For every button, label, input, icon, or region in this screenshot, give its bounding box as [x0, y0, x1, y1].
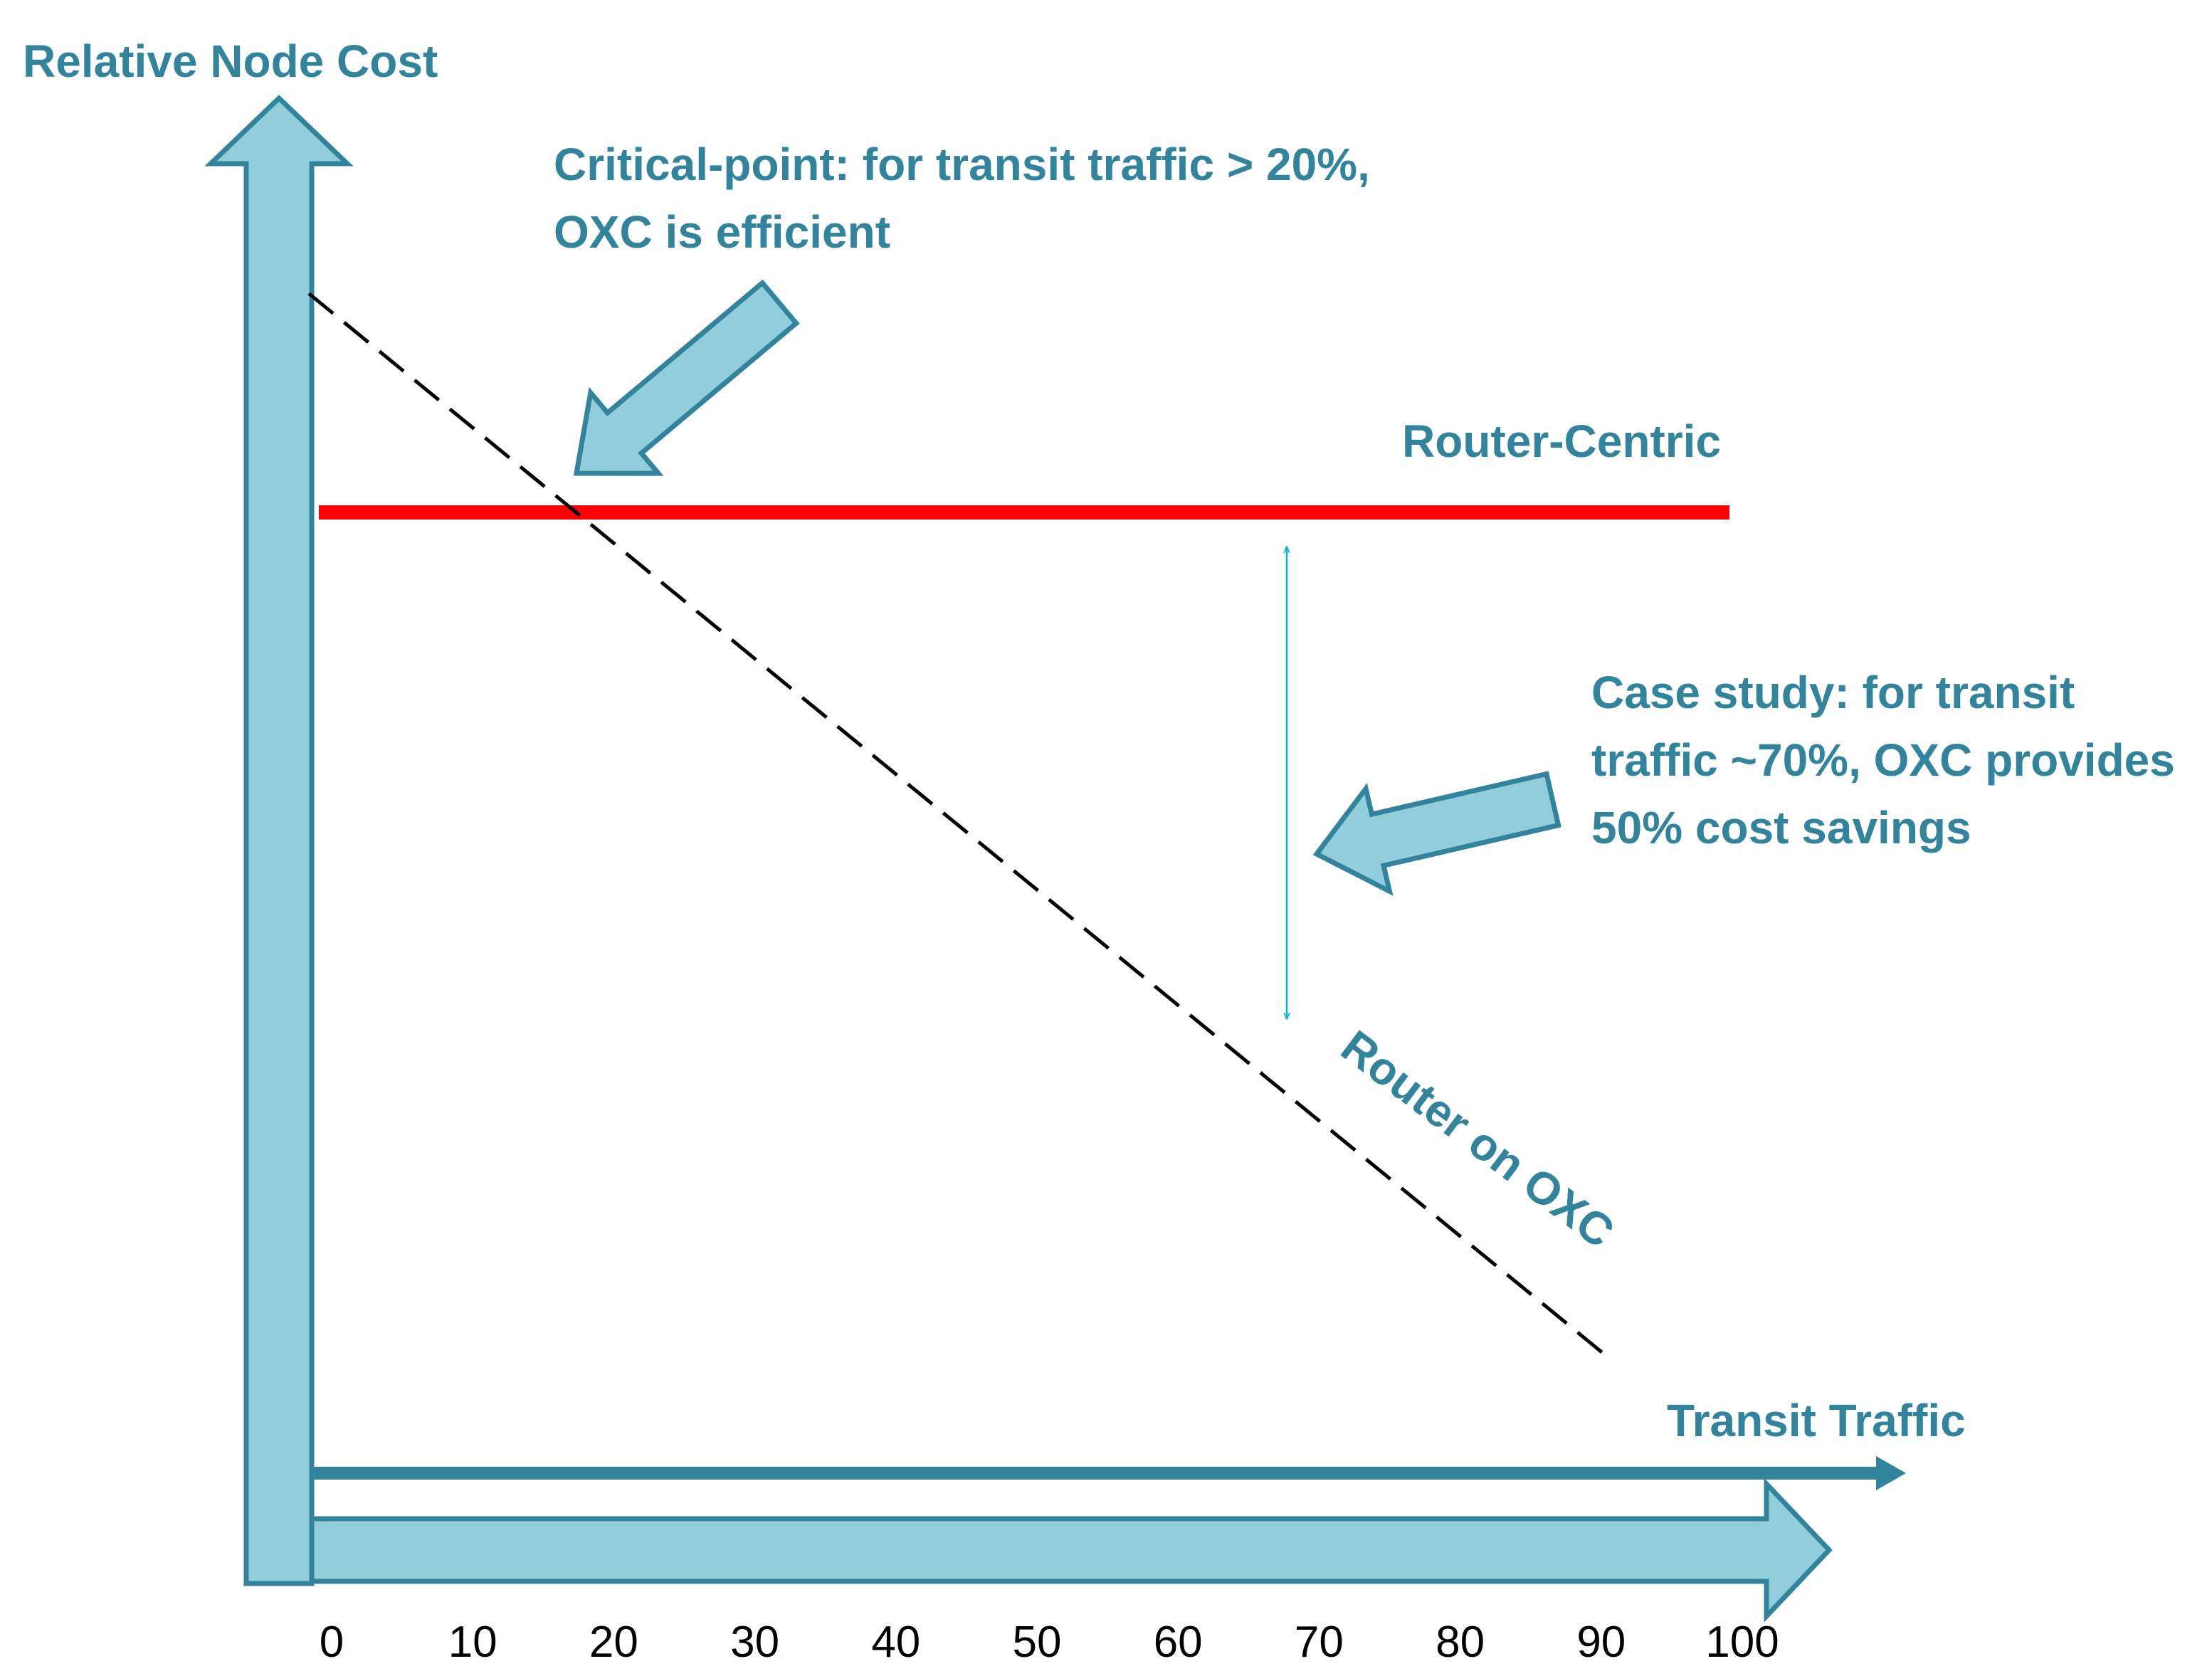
x-tick-label: 20 [589, 1618, 638, 1667]
x-tick-label: 100 [1705, 1618, 1779, 1667]
annotation-critical-point-line-1: Critical-point: for transit traffic > 20… [554, 139, 1370, 190]
x-axis-title: Transit Traffic [1667, 1395, 1966, 1446]
annotation-case-study-line-1: Case study: for transit [1591, 667, 2075, 718]
x-tick-label: 10 [448, 1618, 497, 1667]
x-tick-labels: 0 10 20 30 40 50 60 70 80 90 100 [320, 1618, 1779, 1667]
x-tick-label: 60 [1154, 1618, 1203, 1667]
x-tick-label: 50 [1013, 1618, 1062, 1667]
annotation-case-study-line-2: traffic ~70%, OXC provides [1591, 734, 2175, 786]
x-tick-label: 40 [871, 1618, 920, 1667]
series-line-router-on-oxc [307, 292, 1604, 1354]
y-axis-arrow [204, 95, 354, 1586]
series-label-router-centric: Router-Centric [1402, 416, 1721, 467]
x-axis-arrow [309, 1477, 1833, 1623]
x-tick-label: 0 [320, 1618, 344, 1667]
critical-point-arrow [573, 279, 800, 476]
x-tick-label: 30 [730, 1618, 779, 1667]
y-axis-title: Relative Node Cost [23, 36, 438, 87]
x-tick-label: 80 [1436, 1618, 1485, 1667]
series-label-router-on-oxc: Router on OXC [1332, 1021, 1624, 1258]
transit-traffic-arrowhead [1876, 1456, 1906, 1490]
x-tick-label: 70 [1295, 1618, 1344, 1667]
annotation-case-study-line-3: 50% cost savings [1591, 802, 1971, 853]
annotation-critical-point-line-2: OXC is efficient [554, 206, 890, 258]
case-study-arrow [1312, 771, 1561, 896]
x-tick-label: 90 [1576, 1618, 1626, 1667]
